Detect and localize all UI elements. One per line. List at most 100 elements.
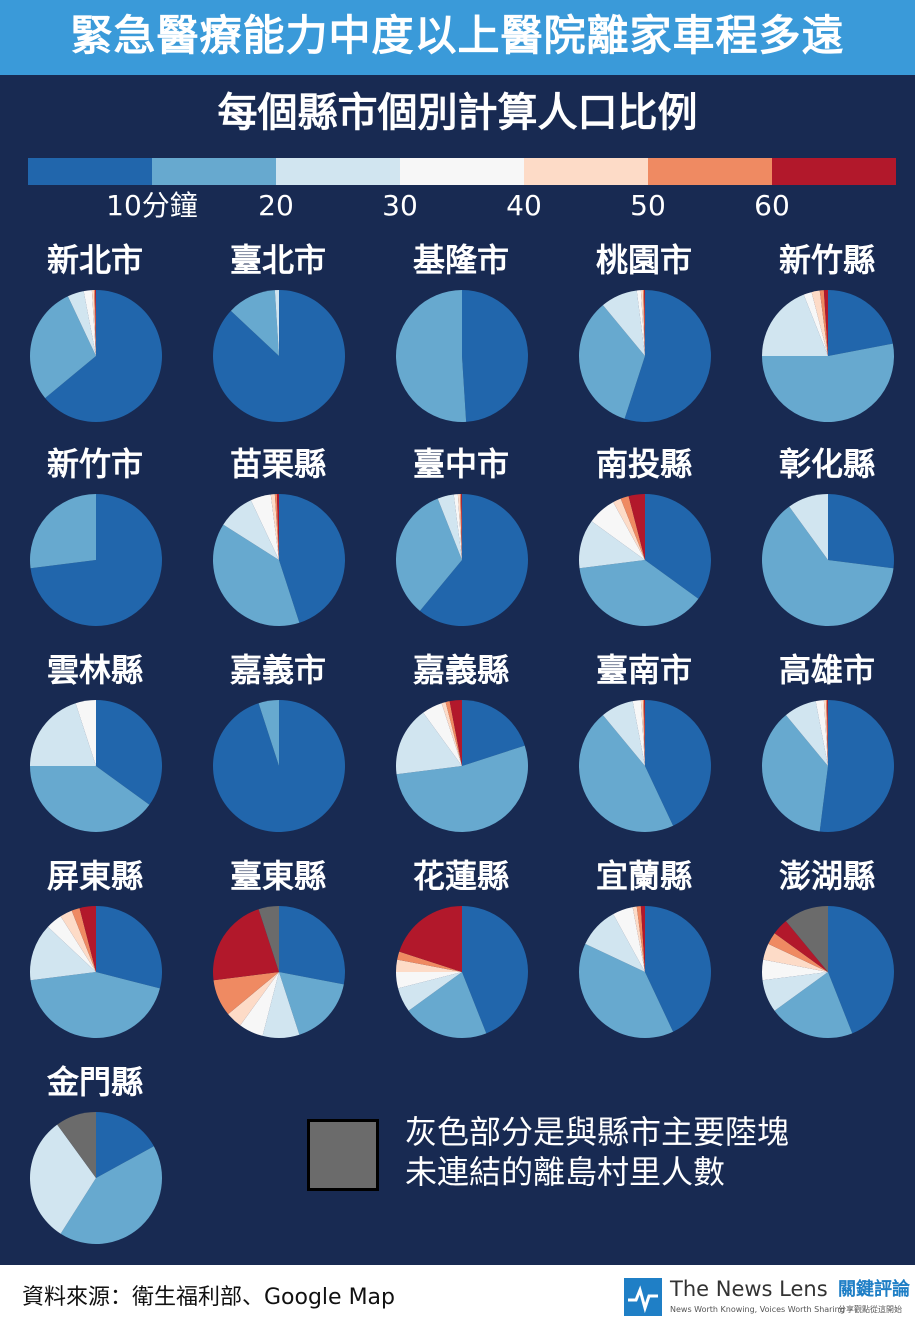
pie-slice-50-60	[213, 972, 279, 1015]
pie-slice-0-10	[645, 906, 711, 1032]
pie-slice-10-20	[579, 943, 674, 1038]
pie-label: 雲林縣	[46, 651, 143, 689]
pie-slice-0-10	[279, 494, 345, 623]
pie-slice-10-20	[30, 296, 96, 399]
pie-嘉義縣: 嘉義縣	[371, 650, 551, 840]
pie-slice-0-10	[212, 290, 345, 422]
pie-屏東縣: 屏東縣	[5, 856, 185, 1046]
pie-chart	[579, 290, 711, 422]
scale-seg-0	[28, 158, 152, 185]
legend-note-line-2: 未連結的離島村里人數	[405, 1153, 726, 1191]
pie-slice-50-60	[71, 908, 96, 972]
pie-slice-10-20	[762, 715, 828, 832]
pie-slice-60+	[79, 906, 96, 972]
pie-chart	[213, 906, 345, 1038]
pie-新竹市: 新竹市	[5, 444, 185, 634]
pie-chart	[579, 494, 711, 626]
pie-slice-60+	[628, 494, 645, 560]
pie-slice-30-40	[83, 290, 96, 356]
pie-slice-40-50	[457, 494, 462, 560]
chart-title: 緊急醫療能力中度以上醫院離家車程多遠	[70, 11, 845, 60]
pie-chart	[29, 1112, 162, 1244]
pie-slice-10-20	[396, 745, 528, 832]
pie-slice-10-20	[279, 972, 344, 1035]
pie-label: 宜蘭縣	[595, 857, 692, 895]
pie-slice-10-20	[579, 715, 674, 832]
pie-slice-0-10	[462, 290, 529, 422]
pie-新北市: 新北市	[5, 240, 185, 430]
pie-slice-30-40	[591, 502, 645, 560]
pie-label: 新竹縣	[778, 241, 875, 279]
pie-slice-30-40	[803, 292, 828, 356]
pie-slice-0-10	[419, 494, 528, 626]
logo-name: The News Lens	[670, 1277, 828, 1301]
pie-臺東縣: 臺東縣	[188, 856, 368, 1046]
pie-slice-30-40	[240, 972, 279, 1036]
pie-label: 高雄市	[778, 651, 875, 689]
pie-slice-60+	[95, 290, 96, 356]
pie-高雄市: 高雄市	[737, 650, 915, 840]
pie-slice-60+	[449, 700, 462, 766]
pie-label: 基隆市	[412, 241, 509, 279]
pie-嘉義市: 嘉義市	[188, 650, 368, 840]
data-source: 資料來源：衛生福利部、Google Map	[22, 1285, 396, 1310]
color-scale-bar	[28, 158, 896, 185]
pie-slice-0-10	[279, 906, 345, 985]
pie-label: 新北市	[46, 241, 143, 279]
pie-宜蘭縣: 宜蘭縣	[554, 856, 734, 1046]
pie-slice-0-10	[645, 700, 711, 826]
pie-slice-60+	[213, 909, 279, 981]
pie-slice-50-60	[642, 700, 645, 766]
pie-chart	[762, 906, 894, 1038]
pie-南投縣: 南投縣	[554, 444, 734, 634]
pie-slice-60+	[640, 906, 645, 972]
pie-slice-50-60	[819, 290, 828, 356]
pie-slice-40-50	[228, 972, 279, 1026]
pie-slice-10-20	[30, 972, 160, 1038]
logo-tagline: News Worth Knowing, Voices Worth Sharing	[670, 1305, 845, 1314]
pie-slice-0-10	[828, 494, 894, 569]
pie-slice-50-60	[397, 951, 462, 972]
pie-slice-0-10	[45, 290, 162, 422]
pie-slice-0-10	[624, 290, 711, 422]
pie-chart	[213, 494, 345, 626]
logo-tagline-cn: 分享觀點從這開始	[838, 1305, 902, 1314]
chart-subtitle: 每個縣市個別計算人口比例	[217, 90, 698, 136]
pie-slice-20-30	[785, 701, 828, 766]
pie-slice-20-30	[262, 972, 300, 1038]
pie-slice-10-20	[408, 972, 487, 1038]
pie-slice-30-40	[453, 494, 462, 560]
pie-slice-10-20	[396, 290, 467, 422]
pie-基隆市: 基隆市	[371, 240, 551, 430]
pie-金門縣: 金門縣	[5, 1062, 185, 1252]
pie-chart	[396, 906, 528, 1038]
pie-slice-10-20	[29, 494, 96, 569]
pie-slice-40-50	[441, 702, 462, 766]
pie-label: 花蓮縣	[412, 857, 509, 895]
pie-label: 臺北市	[229, 241, 326, 279]
pie-slice-offshore	[785, 906, 828, 972]
scale-label-40: 40	[506, 189, 542, 222]
pie-chart	[30, 700, 162, 832]
pie-slice-20-30	[67, 291, 96, 356]
pie-slice-40-50	[396, 959, 462, 972]
pie-chart	[212, 290, 345, 422]
scale-seg-4	[524, 158, 648, 185]
pie-slice-10-20	[213, 524, 300, 626]
pie-slice-20-30	[274, 290, 279, 356]
pie-chart	[396, 290, 529, 422]
pie-slice-60+	[461, 494, 462, 560]
pie-chart	[29, 906, 162, 1038]
pie-slice-20-30	[762, 972, 828, 1011]
pie-slice-30-40	[613, 907, 645, 972]
pie-slice-20-30	[585, 914, 645, 972]
pie-slice-50-60	[274, 494, 279, 560]
pie-slice-40-50	[91, 290, 96, 356]
pie-label: 澎湖縣	[778, 857, 875, 895]
title-banner: 緊急醫療能力中度以上醫院離家車程多遠	[0, 0, 915, 75]
pie-slice-0-10	[819, 700, 894, 832]
pie-slice-60+	[276, 494, 279, 560]
pie-slice-10-20	[30, 766, 150, 832]
logo-name-cn: 關鍵評論	[838, 1279, 910, 1300]
pie-label: 南投縣	[595, 445, 692, 483]
